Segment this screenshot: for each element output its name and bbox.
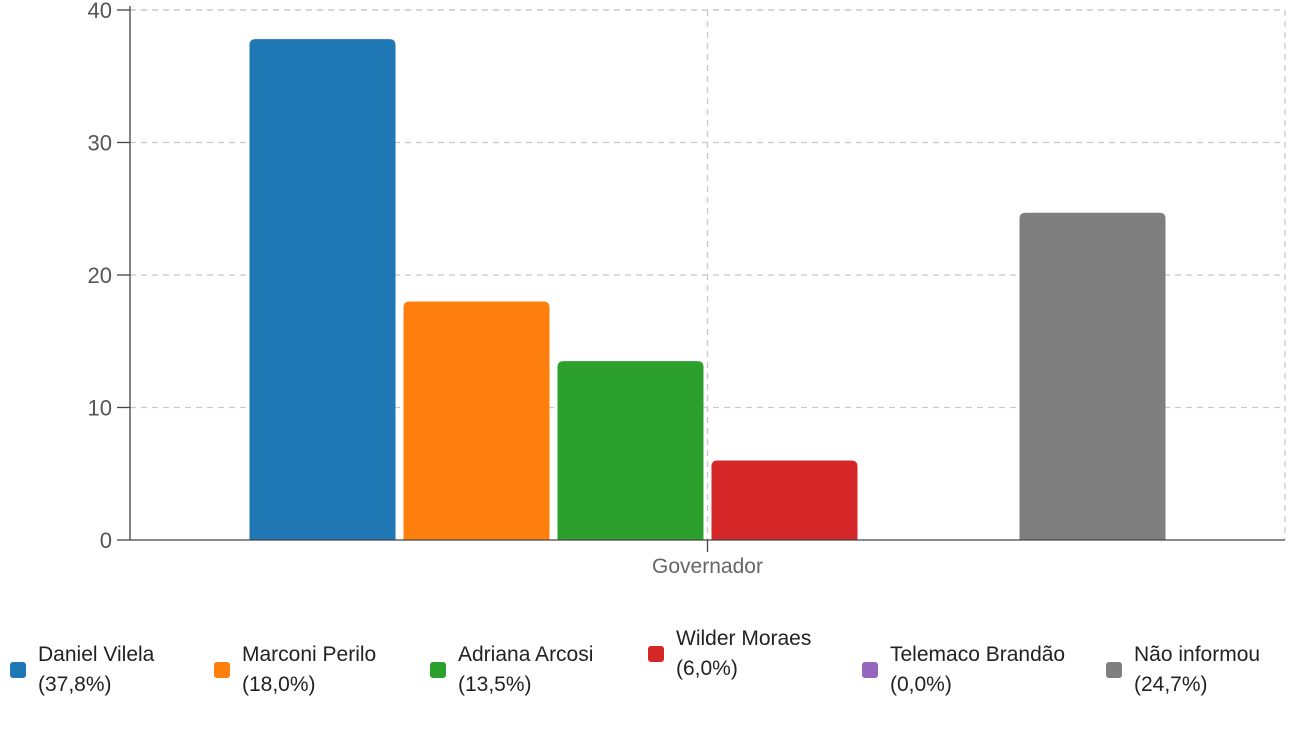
legend-item: Telemaco Brandão (0,0%) <box>862 640 1092 700</box>
legend-item: Não informou (24,7%) <box>1106 640 1291 700</box>
y-tick-label: 40 <box>88 0 112 23</box>
bar-3 <box>711 460 858 540</box>
x-tick-label: Governador <box>652 555 763 578</box>
legend-item: Adriana Arcosi (13,5%) <box>430 640 620 700</box>
legend-item: Marconi Perilo (18,0%) <box>214 640 404 700</box>
bar-0 <box>249 39 396 541</box>
legend-label: Marconi Perilo (18,0%) <box>242 643 377 696</box>
legend-label: Não informou (24,7%) <box>1134 643 1261 696</box>
legend-swatch <box>430 662 446 678</box>
legend-item: Wilder Moraes (6,0%) <box>648 624 838 684</box>
bar-5 <box>1019 212 1166 540</box>
legend-label: Daniel Vilela (37,8%) <box>38 643 155 696</box>
bar-1 <box>403 301 550 540</box>
legend-label: Telemaco Brandão (0,0%) <box>890 643 1066 696</box>
legend-swatch <box>648 646 664 662</box>
y-tick-label: 20 <box>88 263 112 288</box>
bar-2 <box>557 361 704 540</box>
axes: 0 10 20 30 40 Governador <box>88 0 1285 578</box>
legend-swatch <box>214 662 230 678</box>
legend-label: Adriana Arcosi (13,5%) <box>458 643 594 696</box>
y-tick-label: 10 <box>88 396 112 421</box>
legend-swatch <box>862 662 878 678</box>
legend-item: Daniel Vilela (37,8%) <box>10 640 200 700</box>
bar-chart: 0 10 20 30 40 Governador <box>88 0 1286 578</box>
y-tick-label: 30 <box>88 131 112 156</box>
legend-label: Wilder Moraes (6,0%) <box>676 627 812 680</box>
legend-swatch <box>10 662 26 678</box>
bars <box>249 39 1166 541</box>
legend-swatch <box>1106 662 1122 678</box>
y-tick-label: 0 <box>100 528 112 553</box>
